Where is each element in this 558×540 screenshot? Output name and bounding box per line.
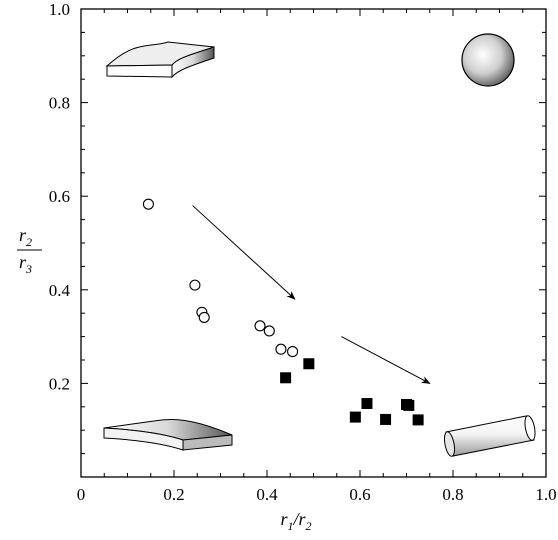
tick-labels: 0 0.2 0.4 0.6 0.8 1.0 0.2 0.4 0.6 0.8 1.0: [49, 0, 557, 504]
x-tick-label: 0: [77, 485, 86, 504]
x-axis-label: r1/r2: [280, 509, 311, 533]
x-tick-label: 1.0: [535, 485, 556, 504]
data-point-square: [349, 411, 361, 423]
svg-text:r1/r2: r1/r2: [280, 509, 311, 533]
data-point-square: [412, 414, 424, 426]
flat-plate-icon: [103, 418, 233, 451]
x-tick-label: 0.4: [256, 485, 278, 504]
data-point-square: [303, 358, 315, 370]
x-tick-label: 0.2: [163, 485, 184, 504]
y-tick-label: 1.0: [49, 0, 70, 19]
y-tick-label: 0.4: [49, 281, 71, 300]
sphere-icon: [461, 33, 515, 87]
x-tick-label: 0.6: [349, 485, 370, 504]
data-point-circle: [142, 198, 154, 210]
y-tick-label: 0.2: [49, 374, 70, 393]
data-point-circle: [198, 311, 210, 323]
x-tick-label: 0.8: [442, 485, 463, 504]
trend-arrow: [341, 336, 431, 384]
data-point-square: [361, 398, 373, 410]
data-point-square: [280, 372, 292, 384]
data-points: [142, 198, 424, 426]
svg-text:r2: r2: [19, 225, 32, 249]
axis-ticks: [80, 8, 547, 478]
data-point-circle: [263, 325, 275, 337]
curved-plate-icon: [105, 41, 215, 79]
data-point-circle: [275, 343, 287, 355]
data-point-circle: [287, 346, 299, 358]
y-axis-label: r2 r3: [17, 225, 42, 276]
cylinder-icon: [443, 415, 536, 457]
data-point-circle: [189, 279, 201, 291]
data-point-circle: [254, 320, 266, 332]
y-tick-label: 0.8: [49, 94, 70, 113]
y-tick-label: 0.6: [49, 187, 70, 206]
svg-text:r3: r3: [19, 252, 32, 276]
trend-arrows: [192, 205, 431, 384]
trend-arrow: [192, 205, 296, 300]
data-point-square: [403, 399, 415, 411]
data-point-square: [380, 413, 392, 425]
